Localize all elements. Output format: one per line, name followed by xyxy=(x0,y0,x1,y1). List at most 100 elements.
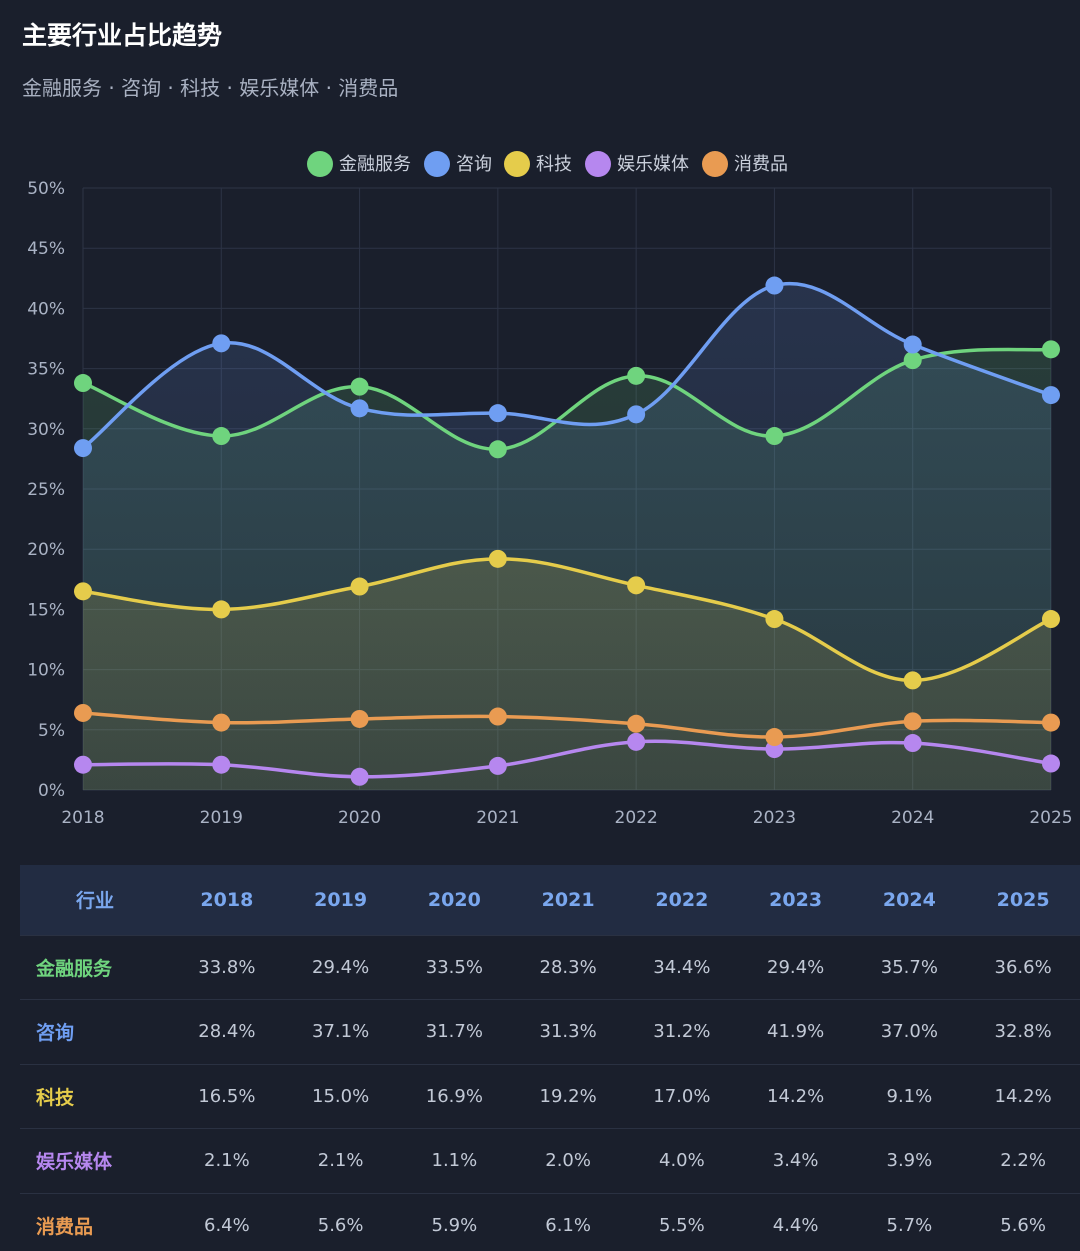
data-point xyxy=(765,276,784,295)
table-cell: 28.4% xyxy=(198,1021,256,1043)
data-point xyxy=(212,334,231,353)
page-title: 主要行业占比趋势 xyxy=(22,21,223,50)
table-cell: 14.2% xyxy=(994,1085,1052,1107)
table-row: 科技 16.5% 15.0% 16.9% 19.2% 17.0% 14.2% 9… xyxy=(20,1064,1080,1129)
table-cell: 3.4% xyxy=(772,1150,819,1172)
data-point xyxy=(903,712,922,731)
table-header-year: 2025 xyxy=(996,888,1050,911)
table-cell: 2.0% xyxy=(545,1150,591,1172)
data-point xyxy=(74,582,92,601)
data-point xyxy=(1042,754,1060,773)
legend-label: 咨询 xyxy=(456,154,492,175)
line-chart: 0% 5% 10% 15% 20% 25% 30% 35% 40% 45% 50% 2018 2019 2… xyxy=(27,151,1073,828)
data-point xyxy=(765,610,784,629)
table-header-year: 2021 xyxy=(541,888,595,911)
legend-label: 科技 xyxy=(536,154,572,175)
data-table: 行业 2018 2019 2020 2021 2022 2023 2024 20… xyxy=(20,865,1080,1251)
legend-swatch xyxy=(307,151,333,177)
y-tick-label: 25% xyxy=(27,480,65,500)
data-point xyxy=(627,714,646,733)
data-point xyxy=(627,732,646,751)
series-areas xyxy=(83,283,1051,790)
table-cell: 3.9% xyxy=(886,1150,933,1172)
x-tick-label: 2021 xyxy=(476,808,519,828)
table-header-industry: 行业 xyxy=(75,890,114,913)
data-point xyxy=(74,755,92,774)
table-cell: 9.1% xyxy=(886,1085,933,1107)
row-industry-label: 金融服务 xyxy=(36,957,113,980)
x-tick-label: 2023 xyxy=(753,808,796,828)
y-tick-label: 0% xyxy=(38,781,65,801)
data-point xyxy=(627,576,646,595)
data-point xyxy=(903,351,922,370)
row-industry-label: 咨询 xyxy=(36,1022,75,1045)
y-tick-label: 5% xyxy=(38,721,65,741)
data-point xyxy=(74,439,92,458)
table-cell: 36.6% xyxy=(994,956,1052,978)
series-2-area xyxy=(83,558,1051,790)
table-cell: 14.2% xyxy=(767,1085,825,1107)
x-tick-label: 2019 xyxy=(200,808,243,828)
table-cell: 32.8% xyxy=(994,1021,1052,1043)
data-point xyxy=(350,577,369,596)
table-header-year: 2023 xyxy=(769,888,823,911)
series-4-line xyxy=(81,711,1053,739)
table-cell: 2.1% xyxy=(204,1150,250,1172)
data-point xyxy=(350,709,369,728)
data-point xyxy=(903,335,922,354)
row-industry-label: 娱乐媒体 xyxy=(36,1151,113,1174)
data-point xyxy=(488,549,507,568)
table-cell: 5.6% xyxy=(1000,1215,1046,1236)
data-point xyxy=(212,427,231,446)
table-header-year: 2019 xyxy=(314,888,368,911)
y-tick-label: 50% xyxy=(27,179,65,199)
data-point xyxy=(488,440,507,459)
data-point xyxy=(212,755,231,774)
table-cell: 6.4% xyxy=(204,1215,250,1236)
x-tick-label: 2018 xyxy=(61,808,104,828)
y-tick-label: 40% xyxy=(27,299,65,319)
table-cell: 16.5% xyxy=(198,1085,256,1107)
table-cell: 19.2% xyxy=(539,1085,597,1107)
x-tick-label: 2020 xyxy=(338,808,381,828)
table-cell: 1.1% xyxy=(431,1150,478,1172)
data-point xyxy=(1042,386,1060,405)
data-point xyxy=(350,767,369,786)
table-cell: 28.3% xyxy=(539,956,597,978)
data-point xyxy=(1042,713,1060,732)
table-cell: 41.9% xyxy=(767,1021,825,1043)
table-cell: 5.9% xyxy=(431,1215,478,1236)
y-tick-label: 30% xyxy=(27,420,65,440)
table-header-row: 行业 2018 2019 2020 2021 2022 2023 2024 20… xyxy=(20,865,1080,935)
table-cell: 33.8% xyxy=(198,956,256,978)
legend-swatch xyxy=(702,151,728,177)
y-tick-label: 35% xyxy=(27,360,65,380)
y-tick-label: 10% xyxy=(27,661,65,681)
data-point xyxy=(903,671,922,690)
series-points xyxy=(74,276,1060,786)
y-tick-label: 15% xyxy=(27,600,65,620)
table-cell: 4.0% xyxy=(659,1150,705,1172)
table-header-year: 2022 xyxy=(655,888,709,911)
table-cell: 6.1% xyxy=(545,1215,591,1236)
data-point xyxy=(488,756,507,775)
data-point xyxy=(74,374,92,393)
table-cell: 35.7% xyxy=(880,956,938,978)
table-cell: 2.1% xyxy=(317,1150,364,1172)
legend-swatch xyxy=(424,151,450,177)
data-point xyxy=(1042,610,1060,629)
axes: 0% 5% 10% 15% 20% 25% 30% 35% 40% 45% 50% 2018 2019 2… xyxy=(27,179,1072,828)
series-0-line xyxy=(81,347,1053,452)
table-cell: 31.7% xyxy=(425,1021,483,1043)
table-cell: 31.3% xyxy=(539,1021,597,1043)
legend-label: 金融服务 xyxy=(339,154,411,175)
data-point xyxy=(627,366,646,385)
data-point xyxy=(488,707,507,726)
table-cell: 5.6% xyxy=(317,1215,364,1236)
data-point xyxy=(765,427,784,446)
legend-label: 娱乐媒体 xyxy=(617,154,689,175)
x-tick-label: 2025 xyxy=(1029,808,1072,828)
data-point xyxy=(212,713,231,732)
table-cell: 16.9% xyxy=(425,1085,483,1107)
table-cell: 4.4% xyxy=(772,1215,819,1236)
